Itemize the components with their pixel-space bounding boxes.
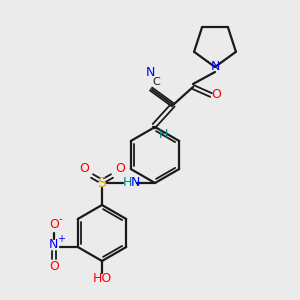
Text: N: N — [145, 67, 155, 80]
Text: C: C — [152, 77, 160, 87]
Text: S: S — [98, 176, 106, 190]
Text: O: O — [211, 88, 221, 101]
Text: O: O — [115, 163, 125, 176]
Text: O: O — [79, 163, 89, 176]
Text: N: N — [210, 61, 220, 74]
Text: +: + — [57, 234, 65, 244]
Text: -: - — [59, 214, 63, 224]
Text: HO: HO — [92, 272, 112, 286]
Text: N: N — [130, 176, 140, 190]
Text: H: H — [158, 128, 168, 142]
Text: N: N — [49, 238, 58, 251]
Text: O: O — [49, 218, 59, 232]
Text: O: O — [49, 260, 59, 274]
Text: H: H — [122, 176, 132, 190]
